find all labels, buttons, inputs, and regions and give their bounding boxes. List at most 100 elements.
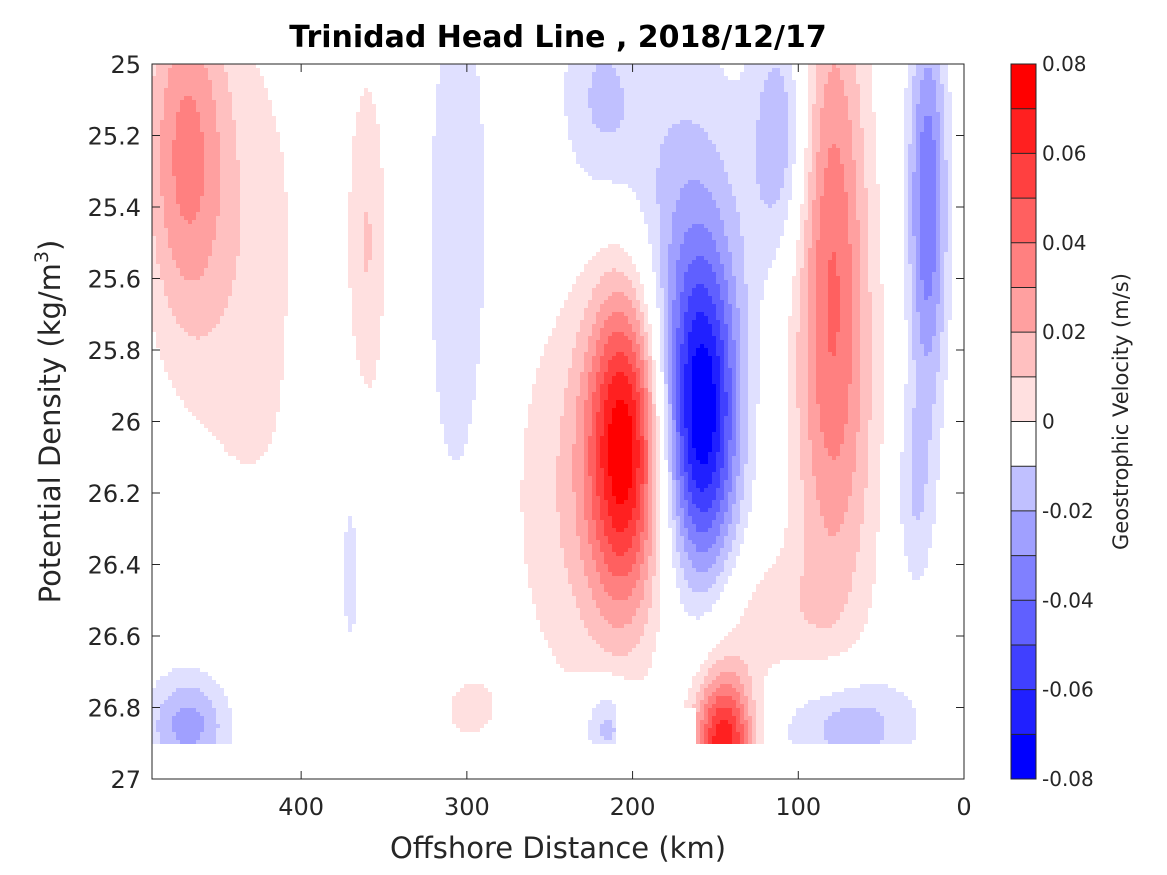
- contour-cell: [852, 580, 876, 584]
- contour-cell: [944, 268, 952, 272]
- contour-cell: [436, 104, 480, 108]
- contour-cell: [916, 288, 924, 292]
- contour-cell: [904, 204, 908, 208]
- contour-cell: [796, 708, 840, 712]
- contour-cell: [936, 220, 940, 224]
- contour-cell: [860, 348, 872, 352]
- contour-cell: [628, 412, 636, 416]
- contour-cell: [652, 396, 656, 400]
- contour-cell: [716, 456, 724, 460]
- contour-cell: [628, 376, 636, 380]
- contour-cell: [748, 336, 760, 340]
- contour-cell: [584, 504, 592, 508]
- contour-cell: [908, 212, 912, 216]
- contour-cell: [664, 400, 668, 404]
- contour-cell: [920, 152, 936, 156]
- contour-cell: [696, 696, 704, 700]
- contour-cell: [732, 420, 736, 424]
- contour-cell: [460, 688, 488, 692]
- contour-cell: [728, 448, 736, 452]
- contour-cell: [732, 516, 740, 520]
- contour-cell: [832, 712, 880, 716]
- contour-cell: [676, 504, 680, 508]
- contour-cell: [528, 408, 564, 412]
- contour-cell: [624, 108, 760, 112]
- contour-cell: [556, 456, 572, 460]
- contour-cell: [700, 668, 708, 672]
- contour-cell: [724, 444, 728, 448]
- contour-cell: [708, 320, 720, 324]
- contour-cell: [908, 236, 916, 240]
- contour-cell: [588, 444, 596, 448]
- contour-cell: [796, 272, 800, 276]
- contour-cell: [860, 220, 868, 224]
- contour-cell: [916, 272, 920, 276]
- contour-cell: [660, 344, 664, 348]
- contour-cell: [912, 408, 932, 412]
- contour-cell: [348, 212, 364, 216]
- contour-cell: [172, 692, 204, 696]
- contour-cell: [348, 524, 352, 528]
- contour-cell: [716, 388, 720, 392]
- contour-cell: [352, 304, 384, 308]
- contour-cell: [728, 336, 732, 340]
- contour-cell: [852, 376, 860, 380]
- contour-cell: [912, 208, 920, 212]
- contour-cell: [628, 408, 636, 412]
- contour-cell: [868, 456, 880, 460]
- contour-cell: [656, 184, 684, 188]
- contour-cell: [916, 128, 924, 132]
- contour-cell: [812, 220, 820, 224]
- contour-cell: [664, 356, 668, 360]
- contour-cell: [904, 260, 908, 264]
- contour-cell: [840, 276, 852, 280]
- contour-cell: [944, 252, 952, 256]
- contour-cell: [928, 452, 940, 456]
- contour-cell: [864, 148, 876, 152]
- contour-cell: [680, 428, 688, 432]
- contour-cell: [908, 332, 912, 336]
- contour-cell: [804, 560, 856, 564]
- contour-cell: [816, 344, 828, 348]
- contour-cell: [748, 668, 768, 672]
- contour-cell: [916, 120, 924, 124]
- contour-cell: [160, 136, 176, 140]
- contour-cell: [804, 556, 856, 560]
- contour-cell: [828, 336, 836, 340]
- contour-cell: [180, 396, 280, 400]
- contour-cell: [588, 632, 644, 636]
- contour-cell: [592, 500, 600, 504]
- contour-cell: [912, 488, 924, 492]
- contour-cell: [608, 316, 628, 320]
- contour-cell: [644, 336, 648, 340]
- contour-cell: [652, 260, 660, 264]
- contour-cell: [872, 352, 884, 356]
- contour-cell: [432, 172, 484, 176]
- contour-cell: [172, 160, 204, 164]
- contour-cell: [224, 444, 268, 448]
- contour-cell: [860, 404, 872, 408]
- contour-cell: [584, 364, 592, 368]
- contour-cell: [712, 448, 720, 452]
- contour-cell: [868, 432, 884, 436]
- contour-cell: [644, 404, 648, 408]
- contour-cell: [848, 228, 860, 232]
- contour-cell: [644, 312, 648, 316]
- contour-cell: [584, 444, 588, 448]
- contour-cell: [708, 708, 716, 712]
- contour-cell: [812, 108, 820, 112]
- contour-cell: [744, 476, 756, 480]
- contour-cell: [692, 260, 708, 264]
- contour-cell: [532, 396, 564, 400]
- contour-cell: [904, 248, 908, 252]
- contour-cell: [912, 288, 916, 292]
- contour-cell: [852, 340, 860, 344]
- contour-cell: [692, 676, 704, 680]
- contour-cell: [640, 448, 644, 452]
- contour-cell: [920, 272, 932, 276]
- contour-cell: [904, 268, 912, 272]
- contour-cell: [932, 276, 940, 280]
- contour-cell: [908, 372, 916, 376]
- contour-cell: [212, 252, 240, 256]
- contour-cell: [636, 436, 644, 440]
